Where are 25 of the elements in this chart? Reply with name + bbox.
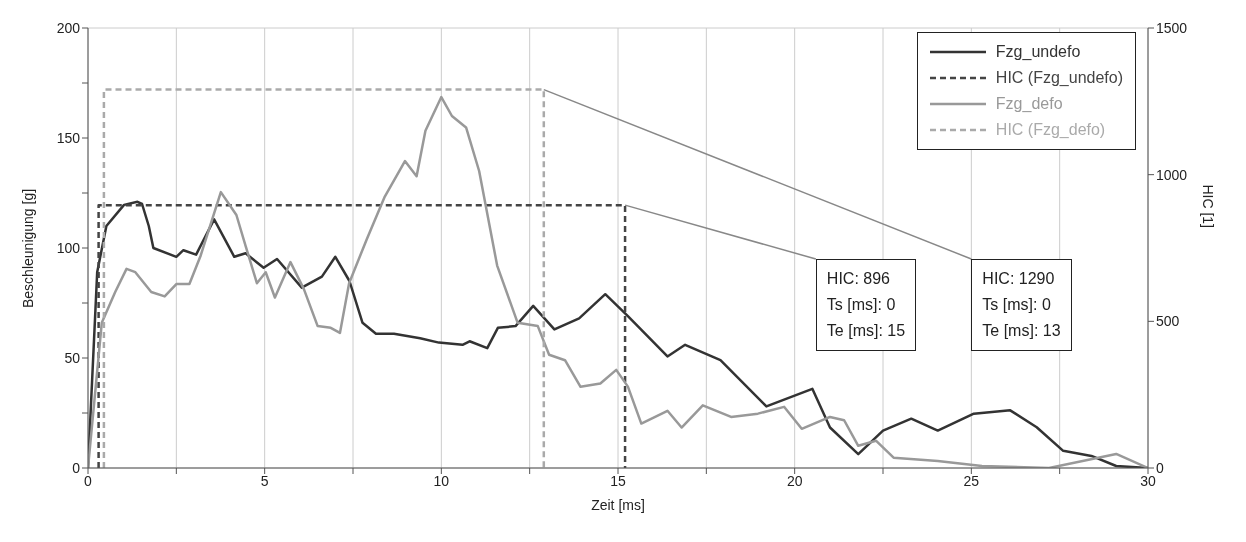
x-tick-label: 0 xyxy=(84,472,93,489)
x-tick-label: 5 xyxy=(260,472,269,489)
y-tick-label: 200 xyxy=(56,19,81,36)
x-axis-title: Zeit [ms] xyxy=(591,497,645,513)
x-tick-label: 10 xyxy=(433,472,450,489)
y-tick-label: 50 xyxy=(64,349,81,366)
legend-label: Fzg_defo xyxy=(995,94,1063,114)
legend-label: HIC (Fzg_undefo) xyxy=(995,68,1123,88)
annotation: HIC: 896 Ts [ms]: 0 Te [ms]: 15 xyxy=(826,269,906,341)
y-tick-label: 100 xyxy=(56,239,81,256)
x-tick-label: 20 xyxy=(786,472,803,489)
y-axis-title: Beschleunigung [g] xyxy=(19,188,36,308)
y2-tick-label: 500 xyxy=(1156,313,1180,330)
y-tick-label: 150 xyxy=(56,129,81,146)
annotation: HIC: 1290 Ts [ms]: 0 Te [ms]: 13 xyxy=(982,269,1061,341)
y2-tick-label: 0 xyxy=(1156,459,1164,476)
legend-label: HIC (Fzg_defo) xyxy=(995,120,1106,140)
y2-tick-label: 1500 xyxy=(1156,19,1188,36)
x-tick-label: 15 xyxy=(610,472,626,489)
y2-axis-title: HIC [1] xyxy=(1200,184,1217,228)
legend-label: Fzg_undefo xyxy=(995,42,1081,62)
y2-tick-label: 1000 xyxy=(1156,166,1188,183)
y-tick-label: 0 xyxy=(72,459,81,476)
x-tick-label: 25 xyxy=(963,472,980,489)
x-tick-label: 30 xyxy=(1140,472,1156,489)
